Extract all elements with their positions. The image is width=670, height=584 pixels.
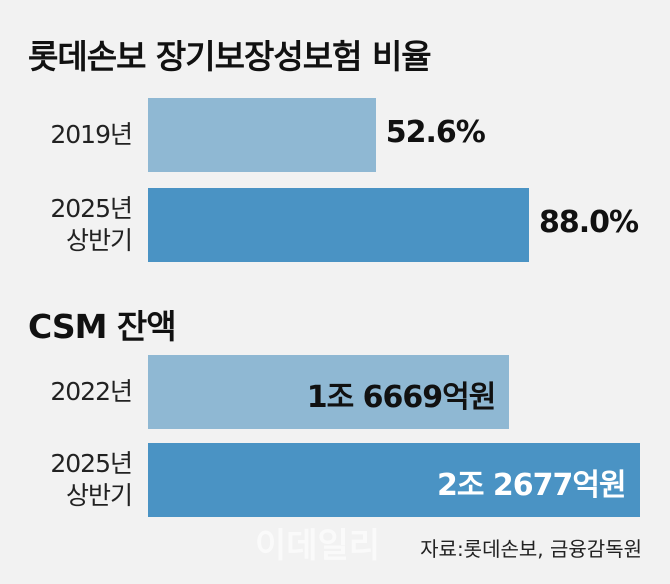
category-label: 2025년 상반기	[50, 194, 133, 255]
value-label: 88.0%	[539, 205, 639, 240]
watermark: 이데일리	[255, 526, 381, 566]
bar	[148, 188, 530, 262]
category-label: 2019년	[50, 120, 133, 149]
chart-title: CSM 잔액	[28, 307, 177, 346]
category-label: 2025년 상반기	[50, 449, 133, 510]
bar	[148, 355, 510, 429]
value-label: 2조 2677억원	[437, 468, 627, 503]
bar	[148, 98, 376, 172]
source-note: 자료:롯데손보, 금융감독원	[420, 537, 642, 561]
category-label: 2022년	[50, 377, 133, 406]
value-label: 1조 6669억원	[306, 380, 497, 415]
chart-title: 롯데손보 장기보장성보험 비율	[28, 37, 432, 76]
value-label: 52.6%	[385, 115, 486, 150]
bar	[148, 443, 640, 517]
